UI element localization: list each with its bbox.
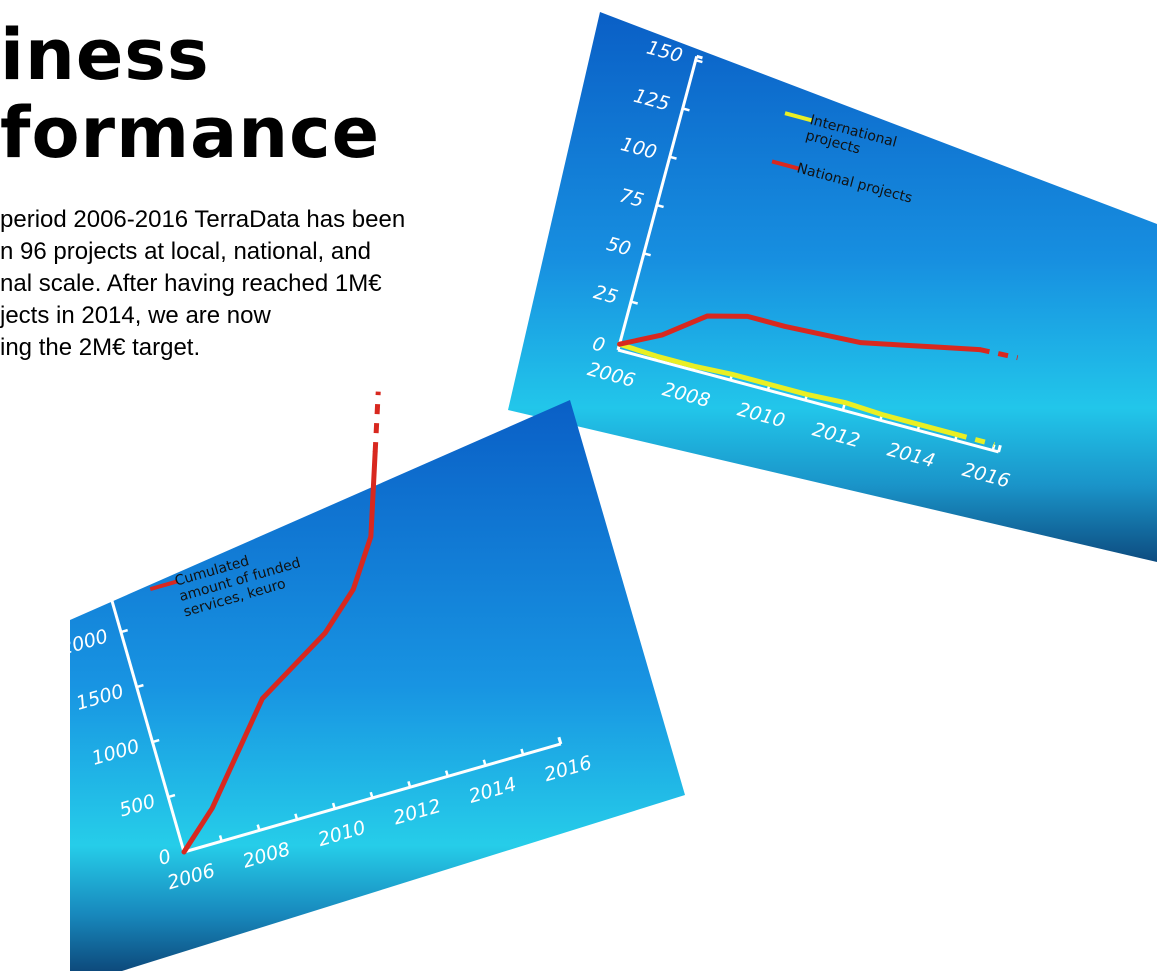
- projects-chart-x-axis: [617, 348, 999, 454]
- intro-line-4: jects in 2014, we are now: [0, 302, 271, 329]
- funding-chart-x-tick-mark: [294, 813, 299, 820]
- projects-chart-x-axis-cap: [997, 444, 1002, 453]
- funding-chart-legend-swatch-0: [149, 579, 178, 592]
- funding-chart-x-tick-mark: [520, 748, 525, 756]
- funding-chart-y-tick-mark: [152, 738, 160, 744]
- funding-chart-series-0-projection: [372, 391, 381, 453]
- projects-chart-y-tick-label: 0: [590, 333, 607, 357]
- intro-line-1: period 2006-2016 TerraData has been: [0, 206, 406, 233]
- funding-chart-x-tick-mark: [369, 791, 374, 799]
- intro-paragraph: period 2006-2016 TerraData has been n 96…: [0, 204, 560, 364]
- projects-chart-legend-swatch-0: [784, 111, 813, 123]
- projects-chart-series-1-projection: [979, 347, 1019, 361]
- projects-chart-legend-swatch-1: [771, 159, 800, 171]
- funding-chart-y-tick-label: 0: [156, 845, 174, 869]
- funding-chart-y-axis-cap: [101, 562, 109, 567]
- projects-chart-y-tick-mark: [630, 300, 639, 305]
- projects-chart-series-0-line: [617, 341, 960, 438]
- funding-chart-x-tick-mark: [331, 802, 336, 810]
- funding-chart-y-tick-mark: [136, 683, 144, 689]
- funding-chart-y-tick-mark: [120, 628, 129, 634]
- funding-chart-x-tick-mark: [407, 781, 412, 788]
- projects-chart-series-0-projection: [956, 432, 995, 448]
- intro-line-2: n 96 projects at local, national, and: [0, 238, 371, 265]
- projects-chart-panel: 0255075100125150200620082010201220142016…: [508, 12, 1157, 562]
- projects-chart-y-tick-mark: [656, 203, 664, 209]
- funding-chart-x-tick-mark: [444, 770, 449, 777]
- projects-chart-y-tick-mark: [682, 107, 690, 112]
- funding-chart-panel: 0500100015002000250020062008201020122014…: [42, 391, 685, 971]
- page-title: iness formance: [0, 16, 380, 172]
- funding-chart-x-tick-mark: [256, 824, 261, 831]
- funding-chart-background: [70, 400, 685, 971]
- funding-chart-x-axis: [183, 742, 562, 854]
- intro-line-3: nal scale. After having reached 1M€: [0, 270, 382, 297]
- funding-chart-x-tick-mark: [482, 759, 487, 766]
- intro-line-5: ing the 2M€ target.: [0, 334, 201, 361]
- page-title-line-1: iness: [0, 14, 210, 96]
- projects-chart-y-tick-mark: [669, 155, 677, 160]
- funding-chart-y-tick-mark: [104, 573, 113, 579]
- funding-chart-y-axis: [100, 565, 186, 853]
- projects-chart-x-tick-mark: [841, 404, 846, 411]
- page-title-line-2: formance: [0, 92, 381, 174]
- funding-chart-x-tick-mark: [218, 835, 223, 842]
- projects-chart-series-1-line: [617, 313, 983, 353]
- funding-chart-y-tick-label: 2500: [42, 570, 95, 604]
- projects-chart-y-tick-mark: [695, 59, 703, 64]
- funding-chart-y-tick-mark: [167, 793, 176, 799]
- funding-chart-x-tick-mark: [557, 737, 563, 745]
- projects-chart-y-axis-cap: [696, 54, 703, 60]
- projects-chart-y-tick-mark: [643, 252, 651, 257]
